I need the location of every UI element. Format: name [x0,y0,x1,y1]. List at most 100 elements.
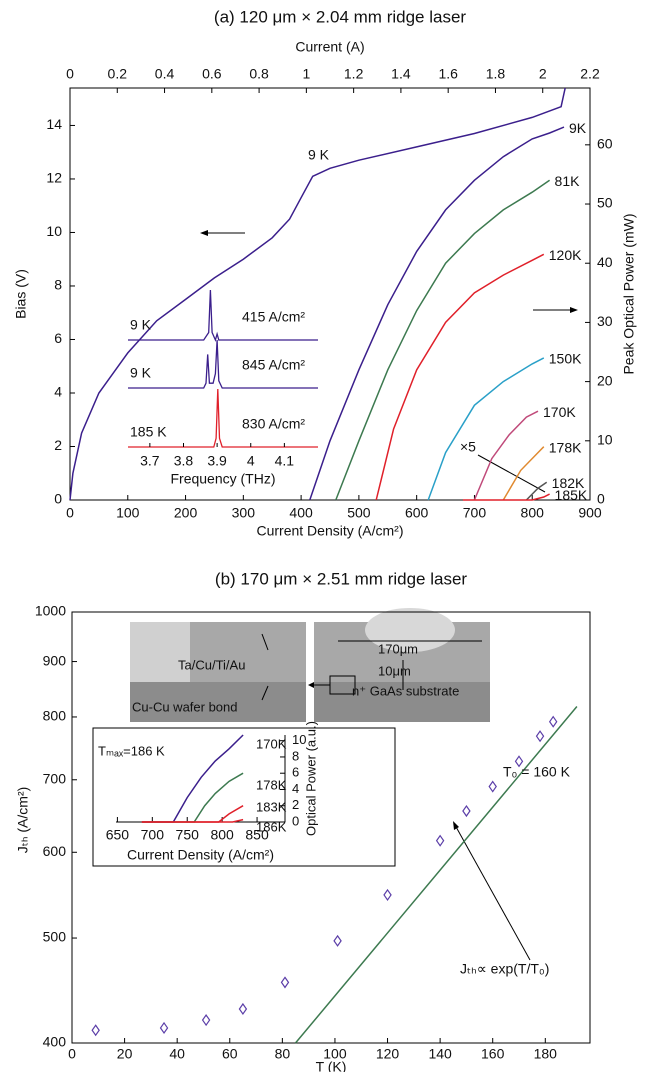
series-line [141,818,244,823]
series-label: 150K [549,351,582,367]
series-label: 120K [549,247,582,263]
data-point [201,1014,211,1027]
y2-tick-label: 10 [292,732,306,747]
series-line [525,481,548,501]
annotation: ×5 [460,439,476,455]
data-point [548,715,558,728]
x-axis-label: Current Density (A/cm²) [127,847,274,863]
arrowhead [453,821,459,830]
y2-tick-label: 0 [292,813,299,828]
x-tick-label: 400 [289,505,313,521]
data-point [383,888,392,901]
y2-tick-label: 50 [597,195,613,211]
x2-tick-label: 1 [302,66,310,82]
x-tick-label: 4.1 [275,453,295,469]
annotation: Tₘₐₓ=186 K [98,743,165,758]
data-point [159,1021,169,1035]
data-point [462,804,471,818]
data-point [514,755,524,768]
plot-frame [71,611,591,1044]
series-line [473,410,539,501]
data-point [280,976,290,989]
series-line [335,179,551,501]
y2-tick-label: 30 [597,313,613,329]
x-tick-label: 60 [222,1046,238,1062]
y-tick-label: 700 [43,770,67,786]
series-label: 9 K [308,147,330,163]
y2-tick-label: 2 [292,797,299,812]
sem-shade [130,622,190,682]
x-tick-label: 120 [376,1046,400,1062]
x-tick-label: 500 [347,505,371,521]
x-tick-label: 80 [275,1046,291,1062]
sem-shade [314,682,490,722]
x-tick-label: 40 [169,1046,185,1062]
sem-label: 10μm [378,663,411,678]
data-point [435,834,445,847]
x-axis-label: Frequency (THz) [170,471,275,487]
x2-tick-label: 1.8 [486,66,506,82]
x2-tick-label: 0.6 [202,66,222,82]
x2-tick-label: 0.2 [108,66,128,82]
series-label: 9K [569,120,587,136]
x-axis-label: T (K) [316,1059,347,1072]
x2-axis-label: Current (A) [295,39,364,55]
arrowhead [200,230,208,236]
series-line [462,493,550,501]
x-tick-label: 900 [578,505,602,521]
x-tick-label: 700 [141,827,165,843]
y2-axis-label: Optical Power (a.u.) [303,721,318,836]
series-line [309,126,565,501]
sem-label: 170μm [378,641,418,656]
x-tick-label: 20 [117,1046,133,1062]
x-tick-label: 600 [405,505,429,521]
y-tick-label: 10 [46,223,62,239]
series-label: 182K [552,475,585,491]
data-point [333,934,342,947]
series-label: 81K [555,173,581,189]
y2-tick-label: 40 [597,254,613,270]
pointer [477,454,546,493]
y-tick-label: 1000 [35,603,66,619]
series-label: 170K [543,404,576,420]
y-tick-label: 500 [43,929,67,945]
x-tick-label: 3.9 [207,453,227,469]
y-tick-label: 8 [54,277,62,293]
y2-tick-label: 6 [292,765,299,780]
series-label: 185K [555,487,588,503]
arrowhead [308,682,314,688]
x-tick-label: 300 [232,505,256,521]
y2-axis-label: Peak Optical Power (mW) [621,213,637,374]
pointer [261,633,269,651]
sem-label: Cu-Cu wafer bond [132,699,238,714]
data-point [488,780,497,793]
spectrum-temperature: 185 K [130,424,167,440]
x-tick-label: 3.8 [174,453,194,469]
x-tick-label: 200 [174,505,198,521]
chart-title: (b) 170 μm × 2.51 mm ridge laser [215,569,467,588]
plot-frame [69,87,591,501]
sem-images [130,608,490,722]
x-tick-label: 800 [521,505,545,521]
y2-tick-label: 4 [292,781,299,796]
pointer [454,824,531,961]
spectrum-density: 845 A/cm² [242,357,305,373]
spectrum-temperature: 9 K [130,317,152,333]
sem-label: n⁺ GaAs substrate [352,683,459,698]
y-tick-label: 6 [54,330,62,346]
x-tick-label: 160 [481,1046,505,1062]
y-tick-label: 0 [54,491,62,507]
x-axis-label: Current Density (A/cm²) [256,523,403,539]
y2-tick-label: 20 [597,372,613,388]
sem-label: Ta/Cu/Ti/Au [178,657,245,672]
x2-tick-label: 2.2 [580,66,600,82]
y-tick-label: 2 [54,437,62,453]
annotation: Jₜₕ∝ exp(T/T₀) [460,961,549,977]
series-line [502,446,545,501]
x-tick-label: 0 [68,1046,76,1062]
spectrum [128,289,318,342]
spectrum-density: 830 A/cm² [242,416,305,432]
spectrum-density: 415 A/cm² [242,309,305,325]
